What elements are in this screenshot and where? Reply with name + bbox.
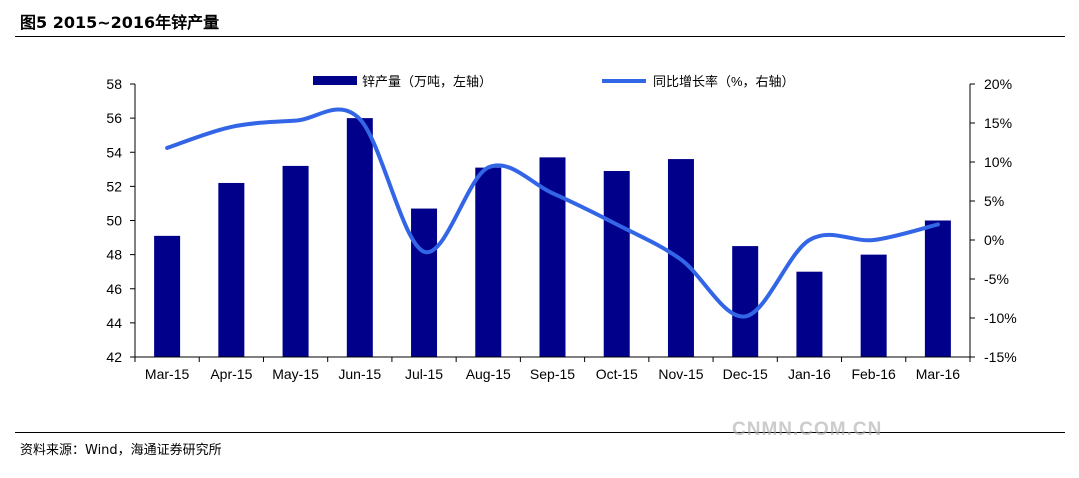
left-tick-label: 58 xyxy=(106,76,122,92)
x-tick-label: Aug-15 xyxy=(466,366,511,382)
left-tick-label: 48 xyxy=(106,247,122,263)
bar-Jul-15 xyxy=(411,208,438,357)
left-tick-label: 46 xyxy=(106,281,122,297)
right-tick-label: 20% xyxy=(984,76,1012,92)
left-tick-label: 50 xyxy=(106,213,122,229)
top-rule xyxy=(15,36,1065,37)
right-tick-label: -15% xyxy=(984,349,1017,365)
x-tick-label: Dec-15 xyxy=(723,366,768,382)
source-note: 资料来源：Wind，海通证券研究所 xyxy=(20,443,222,458)
left-tick-label: 44 xyxy=(106,315,122,331)
bar-Dec-15 xyxy=(732,246,759,357)
x-tick-label: Jun-15 xyxy=(338,366,381,382)
left-tick-label: 56 xyxy=(106,110,122,126)
bar-Oct-15 xyxy=(603,171,630,357)
bar-Apr-15 xyxy=(218,182,245,357)
right-tick-label: -5% xyxy=(984,271,1009,287)
legend: 锌产量（万吨，左轴） 同比增长率（%，右轴） xyxy=(313,74,795,89)
growth-rate-line xyxy=(165,107,940,319)
right-tick-label: -10% xyxy=(984,310,1017,326)
watermark: CNMN.COM.CN xyxy=(732,419,883,440)
x-tick-label: Jul-15 xyxy=(405,366,443,382)
x-tick-label: Sep-15 xyxy=(530,366,575,382)
x-tick-label: Jan-16 xyxy=(788,366,831,382)
bar-Mar-15 xyxy=(154,235,181,357)
x-tick-label: Nov-15 xyxy=(658,366,703,382)
x-tick-label: Mar-16 xyxy=(916,366,961,382)
x-tick-label: Apr-15 xyxy=(210,366,252,382)
bar-Mar-16 xyxy=(924,220,951,357)
x-tick-label: Mar-15 xyxy=(145,366,190,382)
left-tick-label: 52 xyxy=(106,178,122,194)
x-tick-label: Oct-15 xyxy=(596,366,638,382)
x-tick-label: Feb-16 xyxy=(851,366,896,382)
right-tick-label: 10% xyxy=(984,154,1012,170)
bottom-rule xyxy=(15,432,1065,433)
right-tick-label: 0% xyxy=(984,232,1004,248)
figure-title: 图5 2015~2016年锌产量 xyxy=(20,13,220,32)
left-tick-label: 42 xyxy=(106,349,122,365)
legend-bar-swatch xyxy=(313,76,357,85)
bar-Feb-16 xyxy=(860,254,887,357)
legend-line-label: 同比增长率（%，右轴） xyxy=(653,74,795,89)
bar-Aug-15 xyxy=(475,167,502,357)
x-tick-label: May-15 xyxy=(272,366,319,382)
bar-May-15 xyxy=(282,165,309,357)
bar-Jan-16 xyxy=(796,271,823,357)
legend-bar-label: 锌产量（万吨，左轴） xyxy=(362,74,492,89)
right-tick-label: 15% xyxy=(984,115,1012,131)
bar-Jun-15 xyxy=(346,118,373,357)
left-tick-label: 54 xyxy=(106,144,122,160)
right-tick-label: 5% xyxy=(984,193,1004,209)
